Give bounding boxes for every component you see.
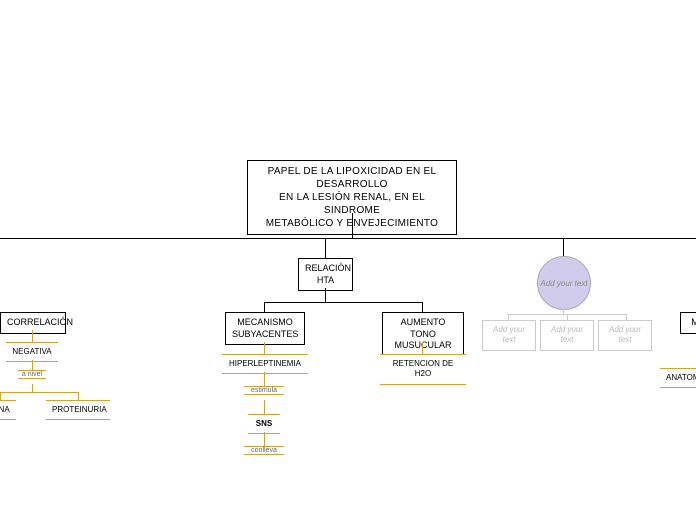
node-hiperleptinemia: HIPERLEPTINEMIA — [222, 354, 308, 374]
conn-est-down — [264, 400, 265, 414]
node-placeholder-3[interactable]: Add your text — [598, 320, 652, 351]
conn-circle-up — [563, 238, 564, 256]
node-relacion-hta: RELACIÓN HTA — [298, 258, 353, 291]
node-addyour-circle[interactable]: Add your text — [537, 256, 591, 310]
node-retencion: RETENCION DE H2O — [380, 354, 466, 385]
node-estimula: estimula — [244, 386, 284, 395]
conn-ina-up — [0, 392, 1, 400]
main-horizontal-line — [0, 238, 696, 239]
node-placeholder-2[interactable]: Add your text — [540, 320, 594, 351]
node-ina: INA — [0, 400, 16, 420]
conn-root-down — [352, 213, 353, 238]
node-proteinuria: PROTEINURIA — [46, 400, 110, 420]
node-conlleva: conlleva — [244, 446, 284, 455]
conn-relacion-up — [325, 238, 326, 258]
node-aumento: AUMENTO TONO MUSUCULAR — [382, 312, 464, 357]
conn-mec-up — [264, 302, 265, 312]
conn-aum-up — [422, 302, 423, 312]
conn-relacion-down — [325, 288, 326, 302]
conn-hip-down — [264, 372, 265, 386]
node-placeholder-1[interactable]: Add your text — [482, 320, 536, 351]
conn-relacion-split — [264, 302, 422, 303]
root-line1: PAPEL DE LA LIPOXICIDAD EN EL DESARROLLO — [254, 165, 450, 191]
node-correlacion: CORRELACIÓN — [0, 312, 66, 334]
node-mecanismo: MECANISMO SUBYACENTES — [225, 312, 305, 345]
conn-sns-down — [264, 432, 265, 446]
conn-anivel-down — [32, 384, 33, 392]
node-anivel: a nivel — [18, 370, 46, 379]
conn-corr-down — [32, 330, 33, 342]
node-m-partial: M — [680, 312, 696, 334]
conn-mec-down — [264, 342, 265, 354]
conn-anivel-split — [0, 392, 78, 393]
node-anatomic-partial: ANATOMIC — [660, 368, 696, 388]
conn-aum-down — [422, 342, 423, 354]
conn-prot-up — [78, 392, 79, 400]
conn-neg-down — [32, 360, 33, 370]
